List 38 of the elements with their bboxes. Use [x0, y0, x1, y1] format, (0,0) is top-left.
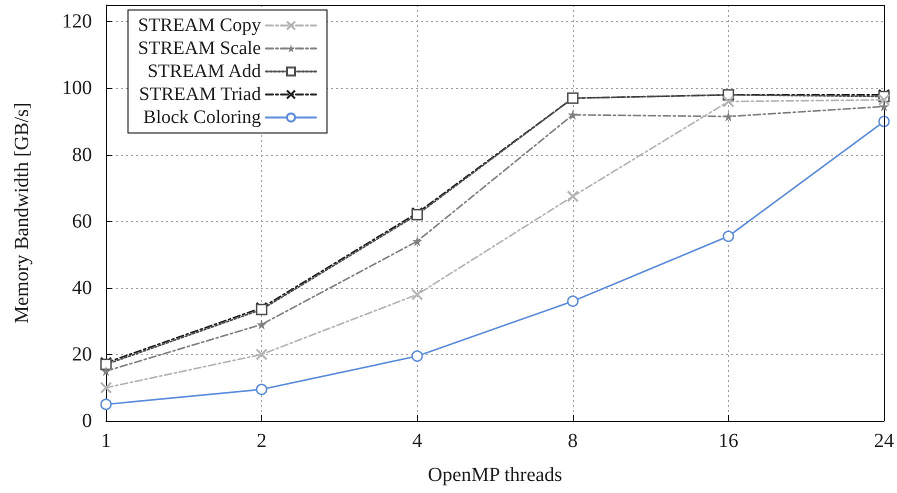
- legend-label: STREAM Add: [147, 61, 262, 82]
- legend-label: STREAM Copy: [138, 15, 262, 36]
- y-tick-label: 40: [72, 276, 92, 299]
- point: [878, 116, 890, 128]
- point: [722, 230, 734, 242]
- point: [256, 384, 268, 396]
- point: [722, 96, 734, 108]
- y-axis-title: Memory Bandwidth [GB/s]: [11, 102, 33, 324]
- point: [567, 295, 579, 307]
- point: [723, 111, 734, 122]
- point: [411, 288, 424, 301]
- legend-label: STREAM Scale: [138, 38, 261, 59]
- legend-label: Block Coloring: [143, 107, 262, 128]
- y-tick-label: 120: [62, 10, 92, 33]
- point: [101, 366, 111, 376]
- x-tick-label: 8: [568, 430, 578, 452]
- point: [100, 382, 112, 394]
- y-tick-label: 80: [72, 144, 92, 166]
- point: [412, 236, 422, 246]
- x-tick-label: 4: [412, 430, 422, 452]
- x-tick-label: 24: [874, 430, 894, 452]
- y-tick-label: 20: [72, 343, 92, 366]
- point: [256, 319, 267, 330]
- point: [566, 190, 579, 202]
- y-tick-label: 100: [62, 77, 92, 100]
- x-tick-label: 2: [256, 430, 267, 452]
- point: [411, 350, 423, 362]
- y-tick-label: 0: [82, 410, 92, 432]
- x-axis-title: OpenMP threads: [428, 464, 562, 486]
- point: [100, 398, 112, 410]
- y-tick-label: 60: [72, 210, 92, 232]
- x-tick-label: 1: [101, 430, 111, 452]
- point: [256, 348, 268, 360]
- legend-label: STREAM Triad: [139, 84, 262, 105]
- point: [878, 94, 890, 106]
- x-tick-label: 16: [718, 430, 738, 452]
- point: [568, 110, 578, 120]
- point: [879, 102, 889, 112]
